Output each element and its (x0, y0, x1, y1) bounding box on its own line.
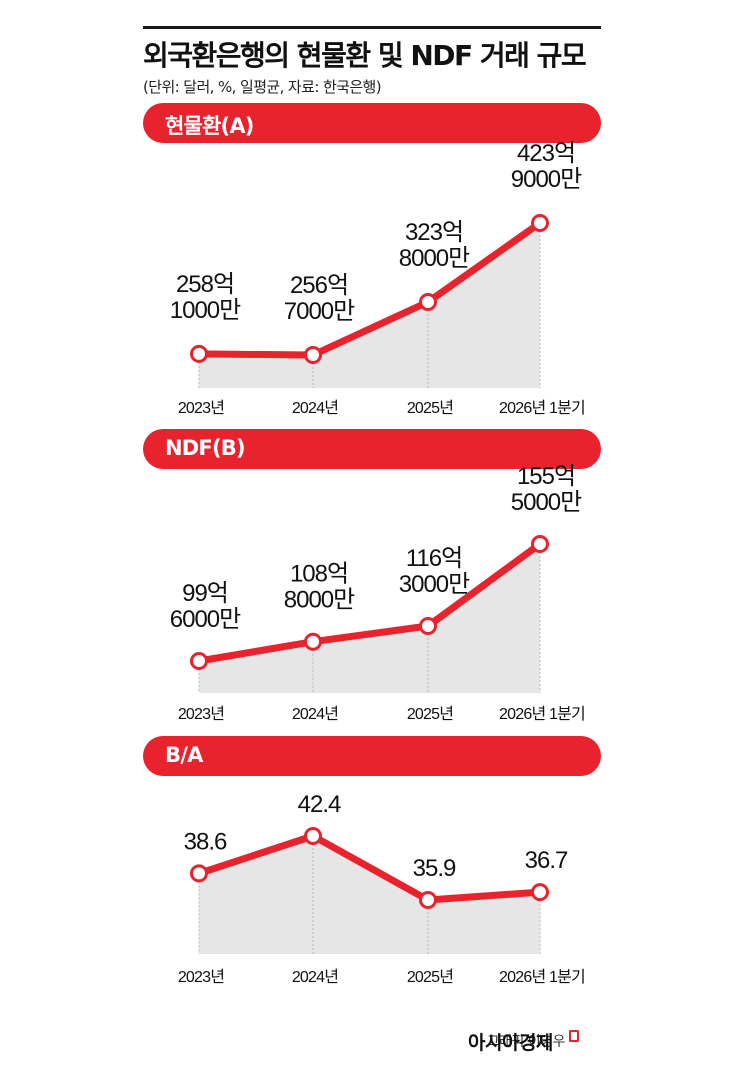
brand-mark-icon (569, 1030, 579, 1042)
top-rule (143, 26, 601, 29)
series-line (195, 219, 544, 359)
data-label: 36.7 (525, 847, 568, 874)
data-point (304, 346, 322, 364)
data-label: 423억 (517, 140, 575, 167)
data-point (304, 827, 322, 845)
data-label: 6000만 (170, 606, 241, 633)
data-label: 35.9 (413, 855, 456, 882)
data-label: 155억 (517, 463, 575, 490)
category-label: 2025년 (407, 968, 453, 986)
data-label: 42.4 (298, 791, 341, 818)
category-label: 2026년 1분기 (499, 968, 585, 986)
data-point (190, 864, 208, 883)
data-label: 5000만 (511, 489, 582, 516)
data-label: 256억 (290, 272, 348, 299)
area-fill (199, 544, 540, 693)
data-point (531, 535, 549, 553)
data-label: 323억 (405, 219, 463, 246)
category-label: 2023년 (178, 968, 224, 986)
data-point (531, 883, 549, 902)
graphic-credit: 그래픽 이영우 (486, 1034, 566, 1050)
data-label: 7000만 (284, 298, 355, 325)
data-label: 258억 (176, 271, 234, 298)
section-bar-spot: 현물환(A) (143, 103, 601, 143)
data-point (190, 652, 208, 670)
data-label: 9000만 (511, 166, 582, 193)
section-title-ndf: NDF(B) (165, 436, 246, 460)
series-line (195, 540, 544, 665)
category-label: 2026년 1분기 (499, 399, 585, 417)
data-point (419, 891, 437, 909)
page-title: 외국환은행의 현물환 및 NDF 거래 규모 (143, 39, 587, 72)
category-label: 2024년 (292, 705, 338, 723)
page-subtitle: (단위: 달러, %, 일평균, 자료: 한국은행) (143, 78, 382, 96)
data-label: 99억 (182, 580, 228, 607)
category-label: 2025년 (407, 705, 453, 723)
category-label: 2026년 1분기 (499, 705, 585, 723)
data-point (531, 214, 549, 232)
category-label: 2023년 (178, 399, 224, 417)
data-label: 116억 (406, 545, 462, 572)
data-label: 108억 (290, 561, 348, 588)
category-label: 2025년 (407, 399, 453, 417)
data-point (419, 293, 437, 312)
data-point (190, 344, 208, 363)
area-fill (199, 223, 540, 388)
series-line (195, 832, 544, 904)
section-title-ratio: B/A (165, 743, 203, 767)
data-point (419, 617, 437, 636)
data-point (304, 632, 322, 651)
category-label: 2024년 (292, 399, 338, 417)
chart-ratio: 38.6 2023년 42.4 2024년 35.9 2025년 36.7 2026년 1분기 (178, 791, 586, 986)
data-label: 1000만 (170, 297, 241, 324)
brand-logo: 아시아경제 (468, 1032, 553, 1054)
data-label: 3000만 (399, 571, 470, 598)
section-bar-ratio: B/A (143, 736, 601, 776)
data-label: 8000만 (284, 587, 355, 614)
section-title-spot: 현물환(A) (165, 114, 254, 138)
data-label: 38.6 (184, 828, 227, 855)
area-fill (199, 836, 540, 954)
data-label: 8000만 (399, 245, 470, 272)
section-bar-ndf: NDF(B) (143, 429, 601, 469)
category-label: 2023년 (178, 705, 224, 723)
category-label: 2024년 (292, 968, 338, 986)
